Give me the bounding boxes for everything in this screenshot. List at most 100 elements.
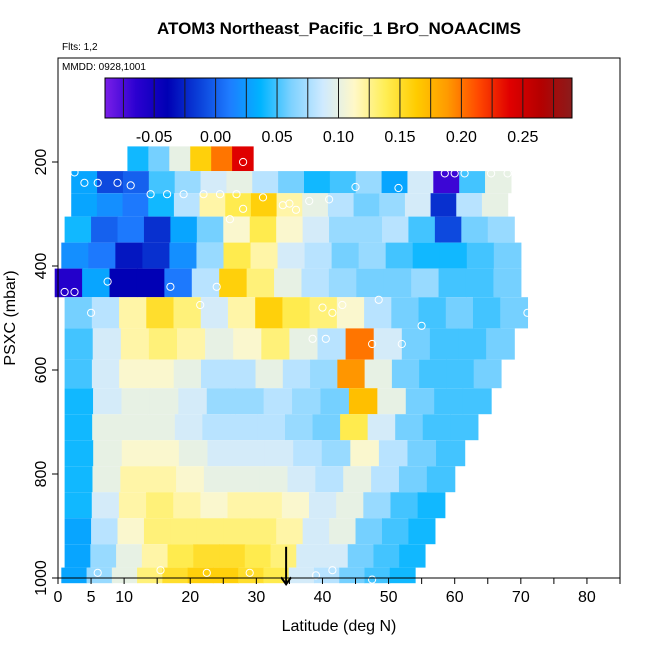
- heatmap-cell: [169, 146, 191, 172]
- heatmap-cell: [162, 567, 189, 584]
- heatmap-cell: [257, 414, 286, 441]
- heatmap-cell: [64, 216, 92, 243]
- heatmap-cell: [292, 388, 322, 415]
- heatmap-cell: [412, 242, 441, 269]
- heatmap-cell: [320, 388, 350, 415]
- heatmap-cell: [200, 492, 229, 519]
- heatmap-cell: [148, 193, 175, 217]
- heatmap-cell: [97, 171, 124, 194]
- heatmap-cell: [143, 216, 171, 243]
- heatmap-cell: [211, 146, 233, 172]
- heatmap-cell: [473, 359, 502, 389]
- heatmap-cell: [353, 193, 380, 217]
- heatmap-cell: [472, 297, 501, 329]
- heatmap-cell: [231, 466, 261, 493]
- heatmap-cell: [263, 388, 293, 415]
- heatmap-cell: [373, 544, 400, 568]
- heatmap-cell: [408, 216, 436, 243]
- heatmap-cell: [426, 466, 456, 493]
- heatmap-cell: [116, 544, 143, 568]
- heatmap-cell: [92, 466, 121, 493]
- sample-marker: [239, 204, 248, 213]
- heatmap-cell: [458, 328, 487, 360]
- heatmap-cell: [417, 492, 446, 519]
- heatmap-cell: [170, 518, 198, 545]
- heatmap-cell: [391, 297, 420, 329]
- heatmap-cell: [249, 216, 277, 243]
- heatmap-cell: [355, 216, 383, 243]
- heatmap-cell: [391, 359, 420, 389]
- heatmap-cell: [466, 242, 495, 269]
- heatmap-cell: [398, 466, 428, 493]
- sample-marker: [321, 334, 330, 343]
- sample-marker: [440, 169, 449, 178]
- heatmap-cells: [54, 146, 529, 584]
- heatmap-cell: [199, 193, 226, 217]
- heatmap-cell: [401, 328, 431, 360]
- heatmap-cell: [404, 193, 432, 217]
- heatmap-cell: [235, 388, 265, 415]
- sample-marker: [258, 193, 268, 202]
- y-tick-label: 800: [33, 461, 50, 488]
- sample-marker: [325, 195, 334, 204]
- heatmap-cell: [328, 268, 357, 298]
- y-tick-label: 200: [33, 149, 50, 176]
- heatmap-cell: [486, 328, 515, 360]
- sample-marker: [163, 190, 172, 199]
- heatmap-cell: [302, 216, 330, 243]
- x-tick-label: 5: [87, 589, 96, 606]
- sample-marker: [93, 178, 102, 187]
- heatmap-cell: [119, 297, 147, 329]
- sample-marker: [308, 334, 317, 343]
- heatmap-cell: [252, 171, 279, 194]
- heatmap-cell: [127, 146, 149, 172]
- heatmap-cell: [146, 297, 175, 329]
- heatmap-cell: [148, 466, 177, 493]
- heatmap-cell: [340, 414, 369, 441]
- heatmap-cell: [343, 466, 372, 493]
- heatmap-cell: [117, 216, 145, 243]
- heatmap-cell: [439, 242, 468, 269]
- heatmap-cell: [390, 492, 419, 519]
- colorbar-tick-label: 0.25: [507, 129, 538, 146]
- heatmap-cell: [446, 359, 475, 389]
- heatmap-cell: [64, 359, 93, 389]
- sample-marker: [417, 321, 426, 330]
- heatmap-cell: [143, 518, 171, 545]
- heatmap-cell: [419, 359, 448, 389]
- heatmap-cell: [315, 466, 344, 493]
- heatmap-cell: [309, 492, 337, 519]
- heatmap-cell: [422, 414, 451, 441]
- heatmap-cell: [250, 242, 279, 269]
- heatmap-cell: [170, 216, 198, 243]
- sample-marker: [215, 190, 225, 199]
- heatmap-cell: [64, 440, 94, 467]
- heatmap-cell: [227, 297, 256, 329]
- heatmap-cell: [309, 297, 338, 329]
- heatmap-cell: [64, 328, 94, 360]
- heatmap-cell: [200, 359, 229, 389]
- heatmap-cell: [302, 193, 329, 217]
- heatmap-cell: [207, 440, 237, 467]
- heatmap-cell: [223, 518, 251, 545]
- heatmap-cell: [379, 193, 406, 217]
- sample-marker: [126, 181, 135, 190]
- colorbar-tick-label: -0.05: [136, 129, 173, 146]
- flights-label: Flts: 1,2: [62, 42, 98, 53]
- heatmap-cell: [293, 440, 323, 467]
- heatmap-cell: [200, 297, 229, 329]
- heatmap-cell: [54, 268, 83, 298]
- heatmap-cell: [173, 492, 201, 519]
- dates-label: MMDD: 0928,1001: [62, 62, 146, 73]
- sample-marker: [318, 303, 327, 312]
- heatmap-cell: [203, 466, 233, 493]
- x-tick-label: 70: [512, 589, 530, 606]
- heatmap-cell: [120, 328, 150, 360]
- heatmap-cell: [445, 297, 474, 329]
- heatmap-cell: [150, 440, 180, 467]
- heatmap-cell: [408, 518, 436, 545]
- y-tick-label: 1000: [33, 560, 50, 596]
- heatmap-cell: [438, 268, 467, 298]
